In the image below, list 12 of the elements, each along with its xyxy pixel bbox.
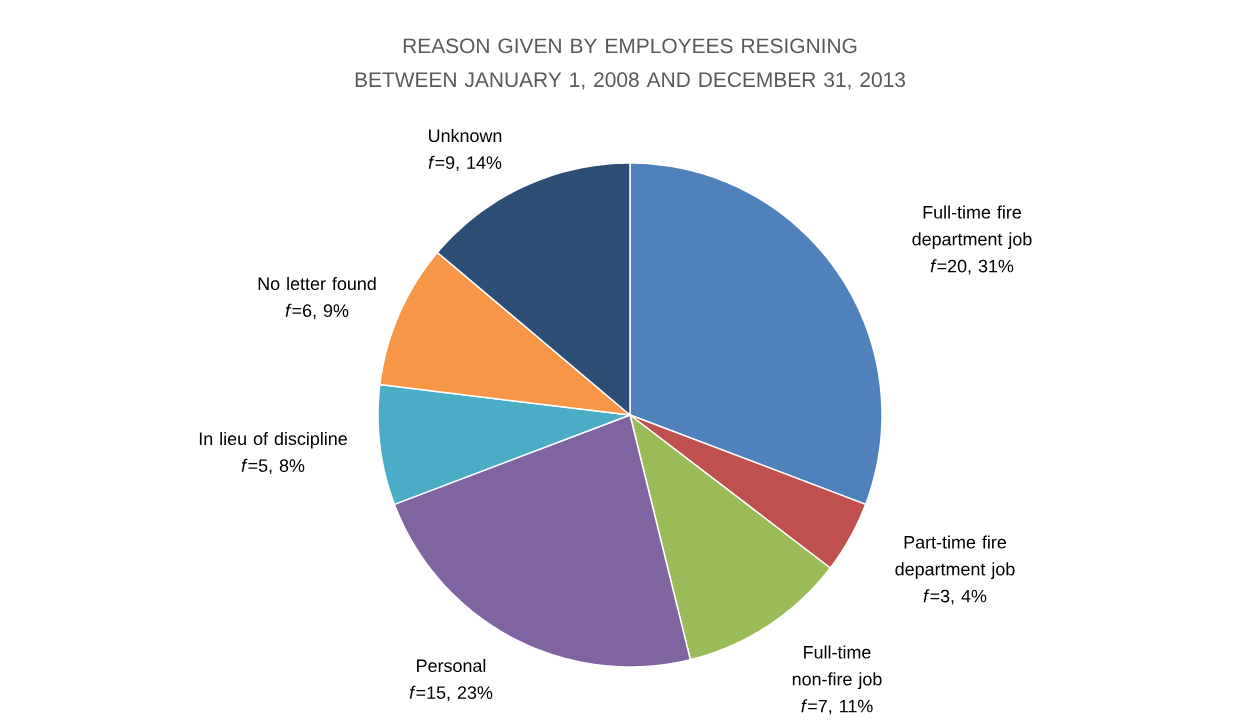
slice-label: Unknown bbox=[429, 128, 502, 143]
slice-label: No letter found bbox=[258, 276, 376, 291]
slice-label: Personal bbox=[417, 658, 486, 673]
data-label: f=3, 4% bbox=[923, 589, 987, 605]
data-label: f=7, 11% bbox=[801, 699, 873, 715]
chart-title: REASON GIVEN BY EMPLOYEES RESIGNING BETWEEN JANUARY 1, 2008 AND DECEMBER 31, 2013 bbox=[355, 38, 905, 90]
data-label: f=9, 14% bbox=[428, 155, 502, 172]
data-label: f=20, 31% bbox=[930, 259, 1014, 275]
slice-label: In lieu of discipline bbox=[199, 431, 347, 449]
data-label: f=15, 23% bbox=[409, 685, 493, 702]
data-label: f=6, 9% bbox=[285, 303, 349, 320]
data-label: f=5, 8% bbox=[241, 458, 305, 475]
